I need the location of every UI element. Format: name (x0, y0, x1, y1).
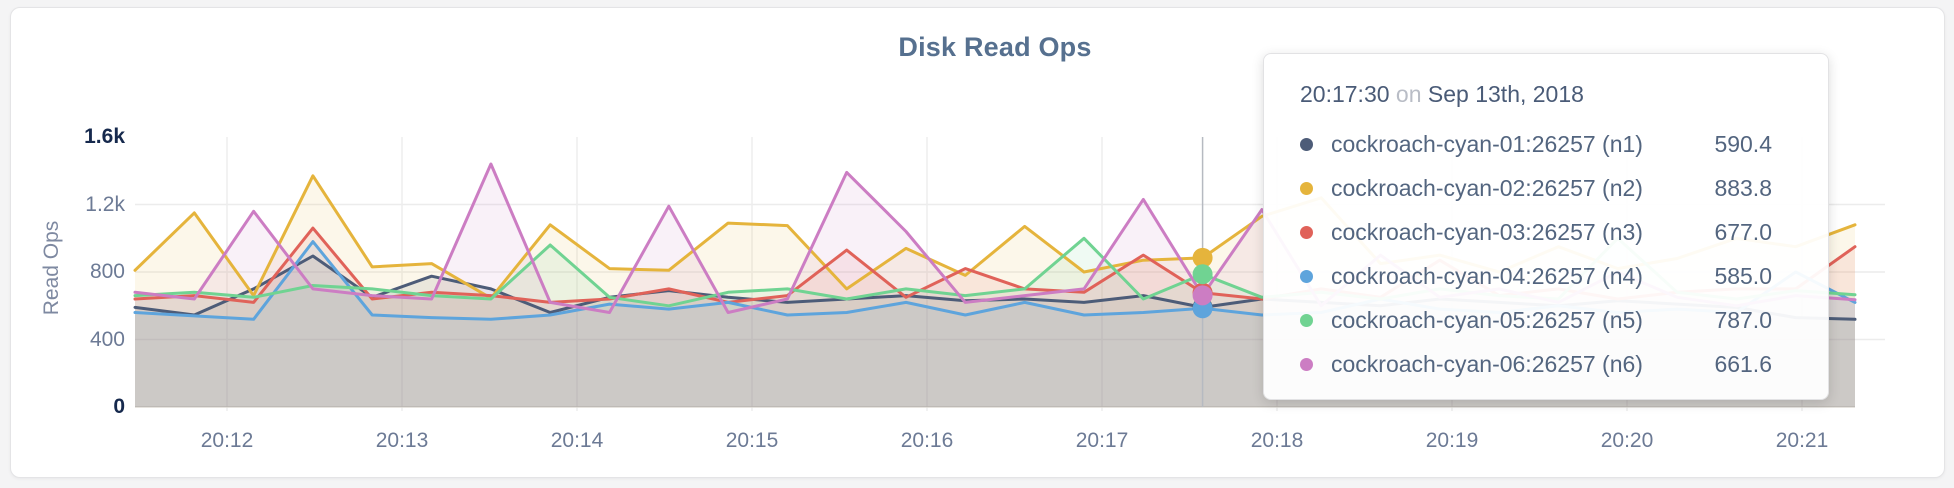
y-tick-label: 400 (89, 327, 125, 351)
tooltip-series-row: cockroach-cyan-01:26257 (n1) 590.4 (1300, 122, 1798, 166)
series-value: 883.8 (1714, 174, 1772, 201)
series-value: 677.0 (1714, 218, 1772, 245)
tooltip-series-row: cockroach-cyan-03:26257 (n3) 677.0 (1300, 210, 1798, 254)
hover-tooltip: 20:17:30 on Sep 13th, 2018 cockroach-cya… (1263, 53, 1829, 400)
y-tick-label: 800 (89, 260, 125, 283)
x-tick-label: 20:20 (1600, 429, 1654, 452)
x-tick-label: 20:15 (725, 429, 779, 452)
tooltip-time: 20:17:30 (1300, 81, 1390, 107)
series-color-dot (1300, 225, 1313, 239)
x-tick-label: 20:17 (1075, 429, 1129, 452)
tooltip-series-row: cockroach-cyan-06:26257 (n6) 661.6 (1300, 342, 1798, 386)
series-name: cockroach-cyan-06:26257 (n6) (1331, 350, 1643, 377)
tooltip-series-row: cockroach-cyan-05:26257 (n5) 787.0 (1300, 298, 1798, 342)
x-tick-label: 20:18 (1250, 429, 1304, 452)
y-tick-label: 1.6k (84, 125, 125, 148)
series-color-dot (1300, 269, 1313, 283)
tooltip-series-row: cockroach-cyan-02:26257 (n2) 883.8 (1300, 166, 1798, 210)
tooltip-rows: cockroach-cyan-01:26257 (n1) 590.4 cockroa… (1300, 122, 1798, 386)
tooltip-series-row: cockroach-cyan-04:26257 (n4) 585.0 (1300, 254, 1798, 298)
x-tick-label: 20:14 (550, 429, 604, 452)
tooltip-header: 20:17:30 on Sep 13th, 2018 (1300, 78, 1798, 110)
x-tick-label: 20:16 (900, 429, 954, 452)
series-name: cockroach-cyan-05:26257 (n5) (1331, 306, 1643, 333)
x-tick-label: 20:19 (1425, 429, 1479, 452)
series-color-dot (1300, 137, 1313, 151)
series-color-dot (1300, 181, 1313, 195)
series-name: cockroach-cyan-01:26257 (n1) (1331, 130, 1643, 157)
series-color-dot (1300, 357, 1313, 371)
tooltip-date: Sep 13th, 2018 (1427, 81, 1584, 107)
series-name: cockroach-cyan-03:26257 (n3) (1331, 218, 1643, 245)
x-tick-label: 20:21 (1775, 429, 1829, 452)
tooltip-conjunction: on (1395, 81, 1422, 107)
x-tick-label: 20:12 (200, 429, 254, 452)
series-value: 590.4 (1714, 130, 1772, 157)
y-tick-label: 1.2k (85, 192, 125, 216)
series-value: 787.0 (1714, 306, 1772, 333)
hover-dot-n5 (1192, 264, 1213, 285)
series-name: cockroach-cyan-04:26257 (n4) (1331, 262, 1643, 289)
hover-dot-n6 (1192, 285, 1213, 306)
series-color-dot (1300, 313, 1313, 327)
series-name: cockroach-cyan-02:26257 (n2) (1331, 174, 1643, 201)
hover-dot-n2 (1192, 247, 1213, 268)
x-tick-label: 20:13 (375, 429, 429, 452)
series-value: 585.0 (1714, 262, 1772, 289)
y-tick-label: 0 (113, 395, 125, 418)
chart-title: Disk Read Ops (898, 32, 1092, 62)
series-value: 661.6 (1714, 350, 1772, 377)
